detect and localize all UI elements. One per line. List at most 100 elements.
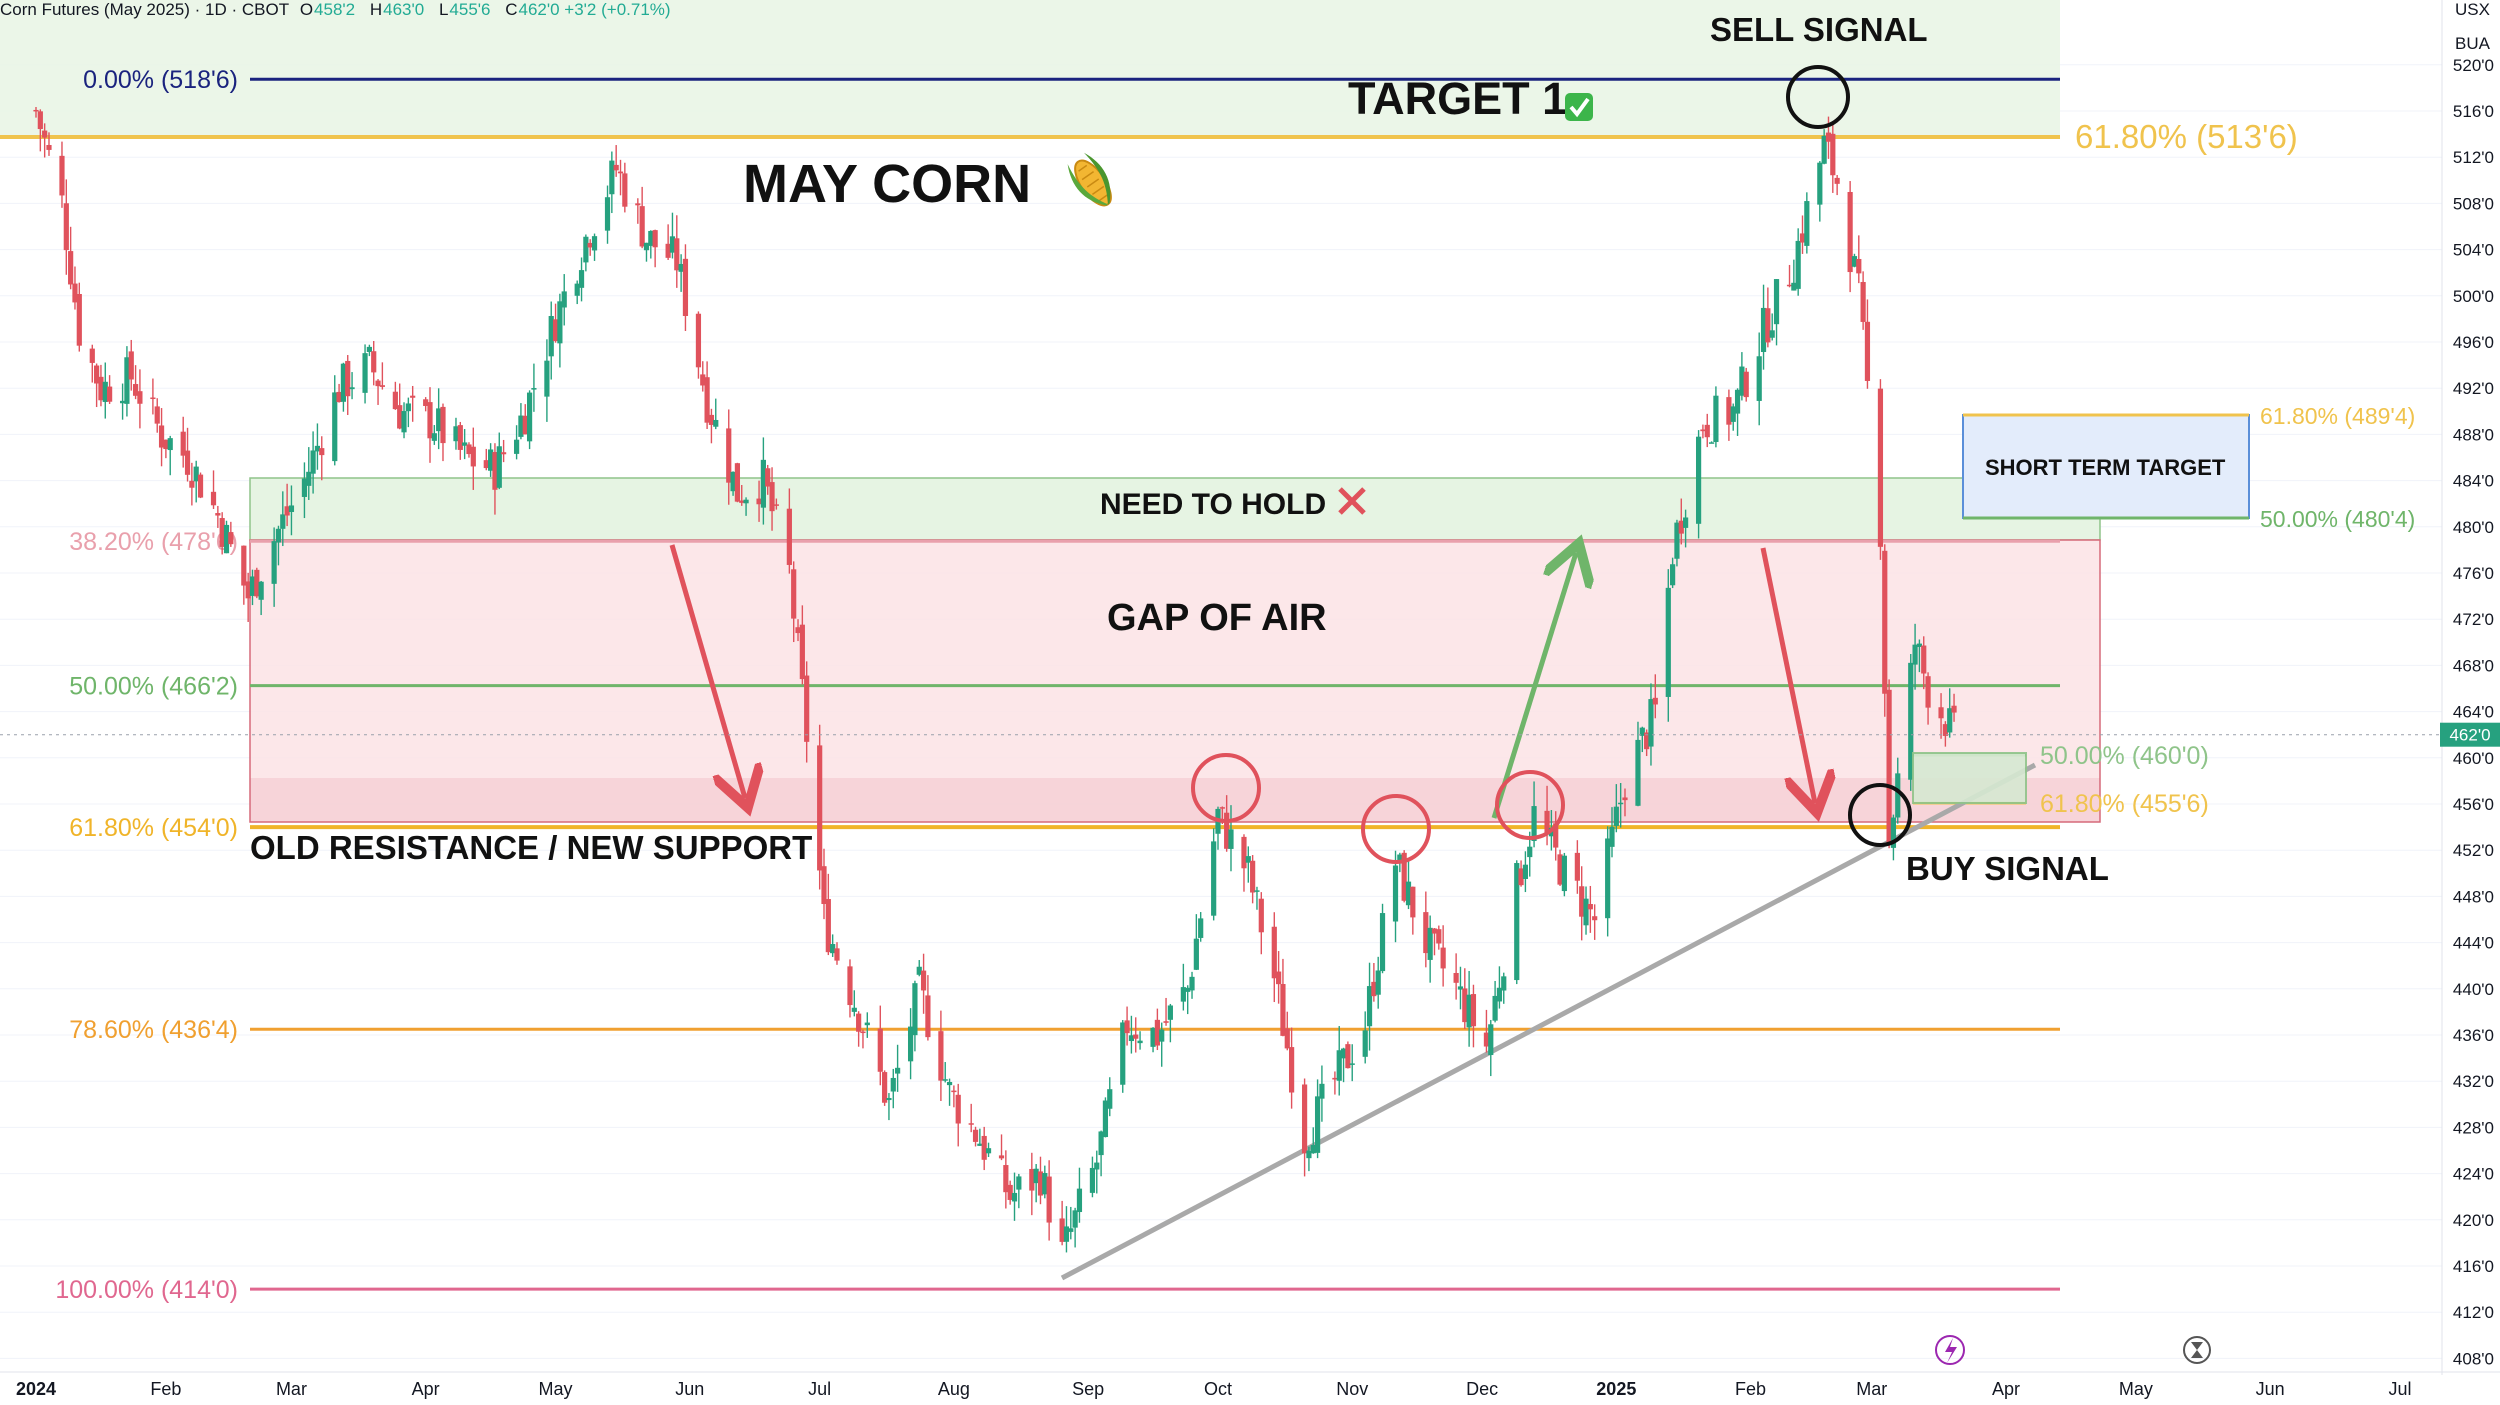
candle-body [1124,1020,1130,1034]
candle-body [453,426,459,442]
candle-body [410,395,416,398]
candle-body [397,405,403,429]
candle-body [349,387,355,390]
candle-body [1289,1047,1295,1093]
sell-signal-circle [1786,65,1850,129]
candle-body [68,251,74,285]
candle-body [1366,986,1373,1027]
candle-body [462,442,468,446]
candle-body [552,319,559,342]
candle-body [1470,994,1477,1027]
candle-body [1336,1050,1342,1081]
time-tick-label: May [2119,1379,2153,1399]
candle-body [132,384,139,396]
candle-body [1951,705,1957,713]
candle-body [167,438,173,451]
candle-body [786,508,792,565]
candle-body [124,357,130,404]
candle-body [72,283,78,303]
candle-body [197,474,204,498]
candle-body [760,459,766,508]
candle-body [249,576,256,596]
candle-body [1561,855,1567,892]
candle-body [184,450,191,475]
candle-body [1635,739,1641,806]
candle-body [1340,1048,1347,1059]
candle-body [1371,981,1377,997]
candle-body [1457,986,1464,990]
candle-body [332,392,338,462]
candle-body [907,1026,914,1062]
candle-body [1804,201,1810,246]
candle-body [107,386,113,402]
candle-body [1882,550,1888,694]
candle-body [1622,797,1628,801]
candle-body [241,545,247,586]
price-tick-label: 492'0 [2453,379,2494,398]
candle-body [713,419,719,427]
sell-signal-label: SELL SIGNAL [1710,11,1928,48]
candle-body [864,1022,870,1026]
price-tick-label: 448'0 [2453,887,2494,906]
candle-body [258,581,264,600]
candle-body [301,478,308,497]
candle-body [938,1031,944,1081]
candle-body [1830,133,1836,176]
candle-body [591,236,598,251]
price-tick-label: 440'0 [2453,980,2494,999]
candle-body [561,291,567,308]
candle-body [1059,1218,1065,1242]
candle-body [682,258,689,316]
price-tick-label: 452'0 [2453,841,2494,860]
candle-body [925,995,931,1038]
candle-body [457,425,463,450]
candle-body [1392,865,1399,922]
candle-body [1128,1035,1135,1042]
short-fib-label: 61.80% (489'4) [2260,403,2415,429]
candle-body [972,1129,979,1142]
candle-body [825,899,831,953]
candle-body [1895,773,1901,818]
short-term-target-box[interactable] [1962,414,2250,519]
candle-body [1133,1034,1139,1039]
hourglass-icon[interactable] [2183,1336,2211,1364]
time-axis[interactable]: 2024 Feb Mar Apr May Jun Jul Aug Sep Oct Nov Dec 202… [16,1379,2412,1399]
candle-body [622,173,628,207]
candle-body [1063,1226,1070,1242]
candle-body [1938,707,1944,719]
may-corn-title: MAY CORN [743,154,1031,214]
price-scale[interactable]: 520'0 516'0 512'0 508'0 504'0 500'0 496'0 492'0… [2453,56,2494,1369]
candle-body [366,346,372,352]
candle-body [33,109,39,112]
candle-body [150,397,156,400]
candle-body [280,514,286,529]
candle-body [275,528,282,543]
candle-body [526,392,533,442]
candle-body [1553,823,1559,848]
candle-body [877,1028,883,1072]
candle-body [1094,1162,1100,1170]
ohlc-high-value: 463'0 [383,0,425,19]
lightning-icon[interactable] [1935,1335,1965,1365]
candle-body [856,1013,862,1032]
candle-body [886,1097,892,1101]
price-tick-label: 444'0 [2453,934,2494,953]
fib-label: 38.20% (478'6) [69,528,238,556]
signal-circles [1191,65,1912,864]
candle-body [955,1094,961,1124]
price-tick-label: 464'0 [2453,703,2494,722]
candle-body [1228,829,1234,849]
candle-body [1734,389,1741,414]
candle-body [578,270,585,288]
candle-body [1730,406,1736,422]
price-tick-label: 496'0 [2453,333,2494,352]
candle-body [985,1148,992,1154]
candle-body [977,1143,983,1146]
candle-body [492,452,498,490]
down-arrow-right [1760,547,1815,803]
candle-body [639,206,645,247]
candle-body [1193,938,1199,970]
candle-body [1942,724,1948,736]
fib-label: 78.60% (436'4) [69,1016,238,1044]
